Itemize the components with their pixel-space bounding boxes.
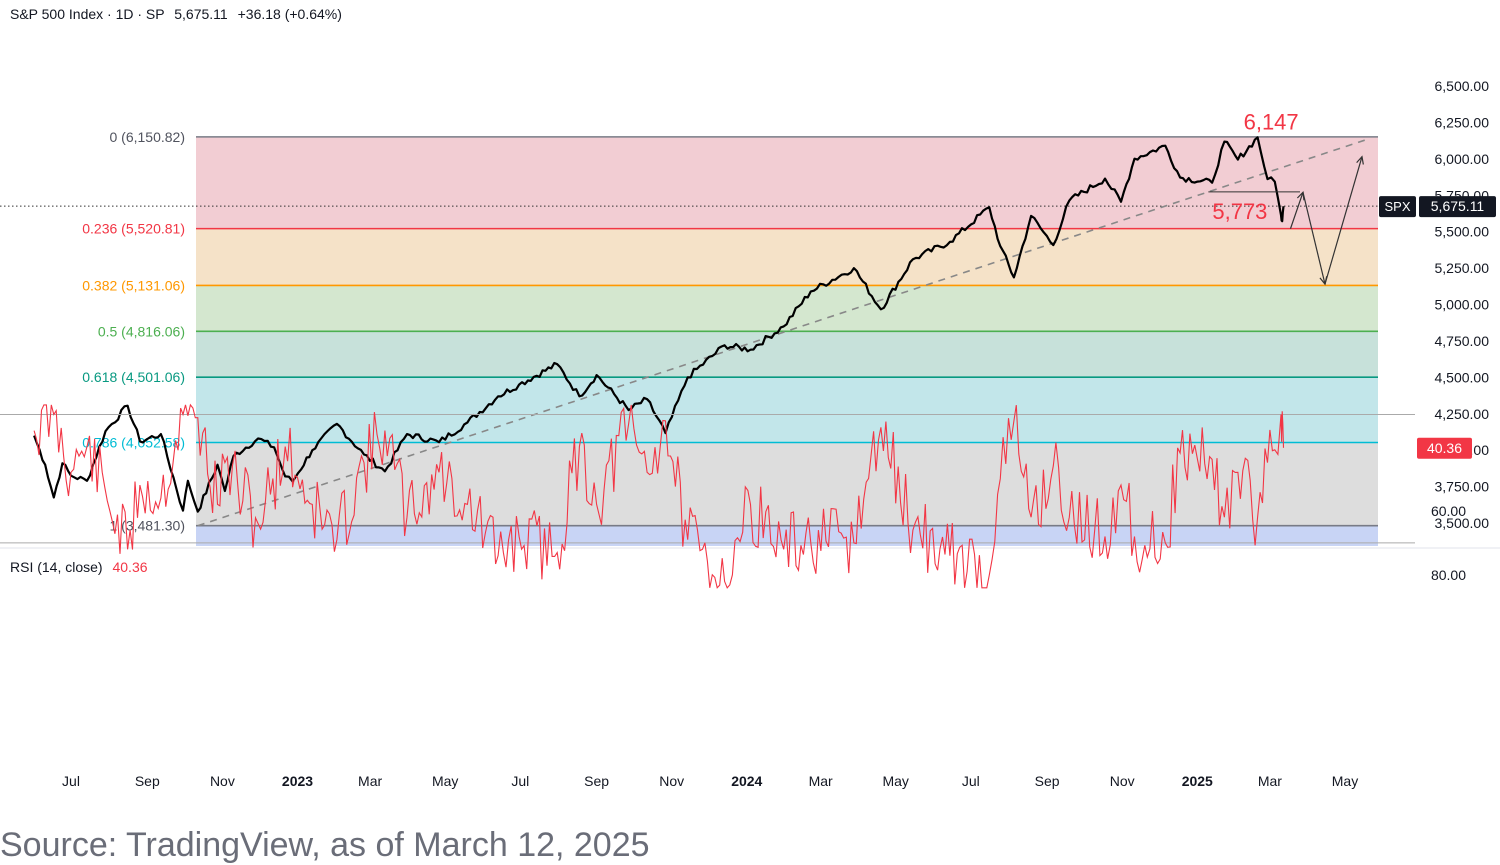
x-tick-12: Jul [962,773,980,789]
annotation-5,773: 5,773 [1212,199,1267,224]
x-tick-1: Sep [135,773,160,789]
source-caption: Source: TradingView, as of March 12, 202… [0,826,650,864]
rsi-title: RSI (14, close) [10,559,103,575]
fib-band-0 [196,136,1378,229]
x-tick-17: May [1332,773,1358,789]
rsi-header: RSI (14, close) 40.36 [10,559,148,575]
chart-header: S&P 500 Index · 1D · SP 5,675.11 +36.18 … [10,6,342,22]
fib-label-6: 1 (3,481.30) [110,518,186,534]
symbol-title: S&P 500 Index · 1D · SP [10,6,165,22]
price-tick-11: 3,750.00 [1435,479,1490,495]
rsi-value-tag-box [1417,437,1472,459]
fib-label-4: 0.618 (4,501.06) [82,369,185,385]
x-tick-5: May [432,773,458,789]
spx-price-line [33,136,1285,513]
price-tick-12: 3,500.00 [1435,515,1490,531]
spx-tag-box [1379,196,1416,218]
fib-bands [196,136,1378,546]
fib-band-4 [196,377,1378,443]
fib-label-3: 0.5 (4,816.06) [98,323,185,339]
price-tick-6: 5,000.00 [1435,297,1490,313]
price-tick-8: 4,500.00 [1435,369,1490,385]
price-tick-2: 6,000.00 [1435,151,1490,167]
spx-tag-value: 5,675.11 [1431,198,1485,214]
fib-labels: 0 (6,150.82) 0.236 (5,520.81) 0.382 (5,131… [82,129,185,534]
spx-tag-symbol: SPX [1384,199,1410,214]
price-tick-1: 6,250.00 [1435,114,1490,130]
rsi-value: 40.36 [112,559,148,575]
rsi-value-tag: 40.36 [1427,440,1462,456]
x-tick-6: Jul [511,773,529,789]
trendline [197,137,1371,527]
fib-label-1: 0.236 (5,520.81) [82,221,185,237]
x-tick-3: 2023 [282,773,313,789]
projection-arrow-0 [1289,192,1304,229]
rsi-line [33,403,1285,589]
annotation-6,147: 6,147 [1244,109,1299,134]
spx-price-tag: SPX 5,675.11 [1379,196,1496,218]
last-price: 5,675.11 [174,6,228,22]
price-annotations: 6,147 5,773 [1208,109,1300,224]
x-tick-2: Nov [210,773,235,789]
projection-arrowhead-2 [1356,155,1364,165]
spx-tag-value-box [1419,196,1496,218]
x-tick-7: Sep [584,773,609,789]
projection-arrows [1289,155,1364,286]
price-tick-5: 5,250.00 [1435,260,1490,276]
x-tick-14: Nov [1110,773,1135,789]
rsi-tick-0: 80.00 [1431,567,1466,583]
price-series [33,136,1285,513]
projection-arrow-2 [1324,156,1363,285]
projection-arrow-1 [1302,192,1326,285]
price-change: +36.18 (+0.64%) [237,6,342,22]
rsi-panel: 80.00 60.00 40.36 [0,403,1500,589]
fib-label-5: 0.786 (4,052.58) [82,435,185,451]
dashed-trendline [197,137,1371,527]
price-tick-4: 5,500.00 [1435,224,1490,240]
x-tick-4: Mar [358,773,382,789]
price-y-axis: 6,500.006,250.006,000.005,750.005,500.00… [1435,78,1490,531]
x-tick-11: May [882,773,908,789]
price-tick-9: 4,250.00 [1435,406,1490,422]
price-tick-7: 4,750.00 [1435,333,1490,349]
fib-band-3 [196,331,1378,378]
price-tick-0: 6,500.00 [1435,78,1490,94]
fib-label-2: 0.382 (5,131.06) [82,277,185,293]
x-tick-10: Mar [809,773,833,789]
fib-label-0: 0 (6,150.82) [110,129,186,145]
x-tick-16: Mar [1258,773,1282,789]
x-tick-0: Jul [62,773,80,789]
x-tick-8: Nov [659,773,684,789]
x-tick-9: 2024 [731,773,762,789]
fib-band-1 [196,228,1378,286]
x-axis: Jul Sep Nov 2023 Mar May Jul Sep Nov 2024 Mar May Ju… [62,773,1358,789]
x-tick-15: 2025 [1182,773,1213,789]
rsi-tick-1: 60.00 [1431,503,1466,519]
x-tick-13: Sep [1035,773,1060,789]
